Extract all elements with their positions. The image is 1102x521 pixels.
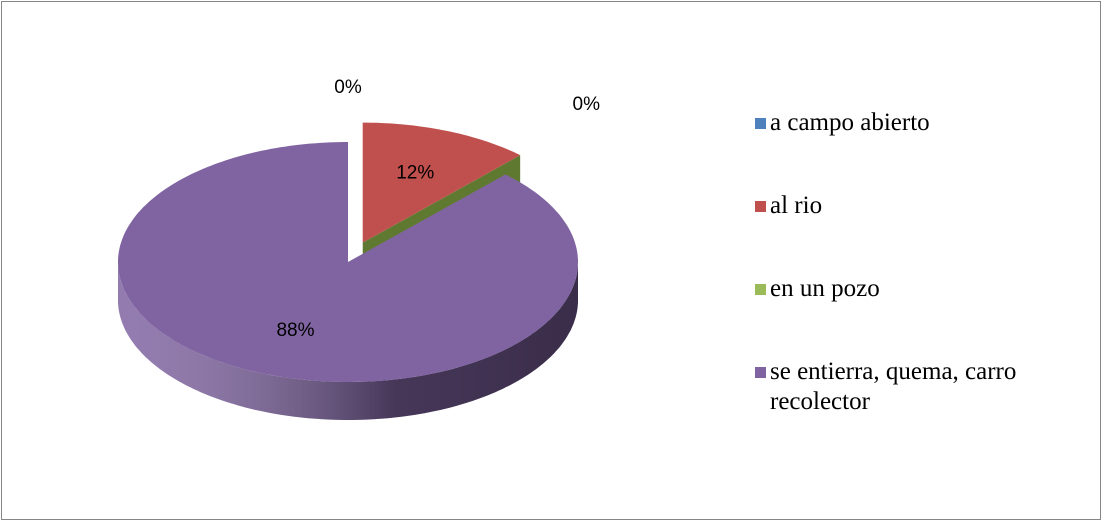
legend-item: en un pozo xyxy=(755,274,1075,357)
legend-label: al rio xyxy=(770,192,823,219)
legend-label: se entierra, quema, carro recolector xyxy=(770,358,1017,415)
legend-item: se entierra, quema, carro recolector xyxy=(755,357,1075,440)
slice-side-shade xyxy=(118,262,578,420)
legend-label: a campo abierto xyxy=(770,109,930,136)
slice xyxy=(118,142,578,382)
legend-swatch xyxy=(755,201,766,212)
legend-swatch xyxy=(755,284,766,295)
legend-swatch xyxy=(755,367,766,378)
legend-item: al rio xyxy=(755,191,1075,274)
legend-swatch xyxy=(755,118,766,129)
data-label: 88% xyxy=(276,320,314,341)
data-label: 0% xyxy=(334,77,362,98)
legend-item: a campo abierto xyxy=(755,108,1075,191)
data-label: 12% xyxy=(396,162,434,183)
slice xyxy=(362,122,521,243)
data-label: 0% xyxy=(573,94,601,115)
legend: a campo abierto al rio en un pozo se entier… xyxy=(755,108,1075,440)
legend-label: en un pozo xyxy=(770,275,880,302)
